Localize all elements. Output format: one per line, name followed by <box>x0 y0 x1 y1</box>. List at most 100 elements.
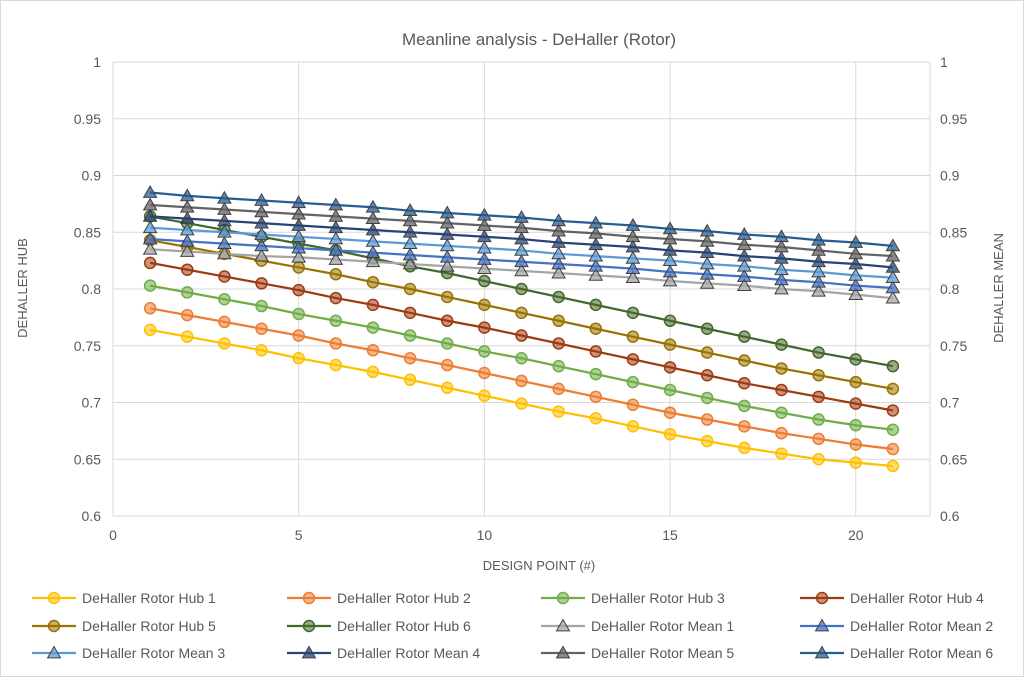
data-point <box>738 420 751 433</box>
legend-label: DeHaller Rotor Hub 1 <box>82 590 216 606</box>
legend-item[interactable]: DeHaller Rotor Mean 4 <box>287 645 480 661</box>
legend-marker <box>556 591 570 605</box>
data-point <box>552 405 565 418</box>
data-point <box>514 231 529 245</box>
legend-item[interactable]: DeHaller Rotor Mean 6 <box>800 645 993 661</box>
data-point <box>181 286 194 299</box>
data-point <box>738 330 751 343</box>
data-point <box>700 346 714 359</box>
data-point <box>515 282 528 296</box>
data-point <box>217 236 232 249</box>
data-point <box>775 406 788 419</box>
legend-marker <box>555 618 571 632</box>
y-tick-right-label: 0.95 <box>940 111 967 127</box>
data-point <box>439 215 455 229</box>
data-point <box>886 404 900 417</box>
data-point <box>142 241 158 255</box>
data-point <box>589 298 603 312</box>
data-point <box>365 222 381 236</box>
data-point <box>181 263 194 276</box>
data-point <box>663 361 677 374</box>
x-tick-label: 15 <box>662 527 678 543</box>
data-point <box>181 308 194 322</box>
data-point <box>403 373 417 387</box>
legend-item[interactable]: DeHaller Rotor Mean 3 <box>32 645 225 661</box>
legend-item[interactable]: DeHaller Rotor Mean 2 <box>800 618 993 634</box>
legend-item[interactable]: DeHaller Rotor Hub 3 <box>541 590 725 606</box>
legend-marker <box>814 645 830 659</box>
data-point <box>662 231 678 245</box>
y-tick-left-label: 1 <box>93 54 101 70</box>
data-point <box>515 306 528 320</box>
data-point <box>255 299 268 313</box>
data-point <box>662 253 678 266</box>
data-point <box>365 233 381 247</box>
data-point <box>217 213 232 227</box>
data-point <box>514 254 529 268</box>
data-point <box>439 238 455 252</box>
data-point <box>588 215 604 229</box>
data-point <box>551 256 566 270</box>
data-point <box>328 242 344 256</box>
data-point <box>625 217 641 231</box>
data-point <box>589 345 603 358</box>
data-point <box>699 233 715 247</box>
data-point <box>700 434 714 448</box>
legend-item[interactable]: DeHaller Rotor Mean 5 <box>541 645 734 661</box>
data-point <box>328 220 344 234</box>
data-point <box>811 283 826 297</box>
legend-item[interactable]: DeHaller Rotor Hub 1 <box>32 590 216 606</box>
data-point <box>179 244 195 257</box>
data-point <box>589 390 603 404</box>
y-tick-right-label: 0.85 <box>940 224 967 240</box>
data-point <box>329 291 343 305</box>
data-point <box>181 330 194 343</box>
y-axis-right-ticks: 0.6 0.65 0.7 0.75 0.8 0.85 0.9 0.95 1 <box>940 54 967 524</box>
legend-item[interactable]: DeHaller Rotor Hub 6 <box>287 618 471 634</box>
legend-item[interactable]: DeHaller Rotor Hub 5 <box>32 618 216 634</box>
data-point <box>849 353 862 366</box>
y-tick-left-label: 0.8 <box>82 281 102 297</box>
data-point <box>552 359 565 373</box>
data-point <box>328 208 344 222</box>
data-point <box>477 207 492 221</box>
legend-item[interactable]: DeHaller Rotor Hub 2 <box>287 590 471 606</box>
data-point <box>403 282 417 296</box>
data-point <box>626 398 640 412</box>
data-point <box>218 315 231 329</box>
data-point <box>626 353 640 366</box>
data-point <box>588 248 604 262</box>
data-point <box>179 222 195 236</box>
data-point <box>774 250 789 264</box>
data-point <box>329 267 343 281</box>
data-point <box>478 321 491 334</box>
data-point <box>811 274 826 288</box>
data-point <box>403 329 417 342</box>
data-point <box>440 314 454 328</box>
y-axis-right-label: DEHALLER MEAN <box>991 233 1006 343</box>
data-point <box>254 204 269 218</box>
data-point <box>143 302 157 315</box>
data-point <box>328 197 344 211</box>
data-point <box>477 240 492 254</box>
data-point <box>886 382 900 396</box>
data-point <box>291 217 307 231</box>
data-point <box>774 272 789 286</box>
legend-item[interactable]: DeHaller Rotor Hub 4 <box>800 590 984 606</box>
data-point <box>774 262 789 276</box>
data-point <box>848 278 864 291</box>
data-point <box>811 242 826 256</box>
legend-item[interactable]: DeHaller Rotor Mean 1 <box>541 618 734 634</box>
data-point <box>588 225 604 239</box>
data-point <box>514 209 529 223</box>
data-point <box>291 249 307 263</box>
data-point <box>812 369 825 382</box>
data-point <box>589 367 603 381</box>
data-point <box>699 223 715 237</box>
data-point <box>848 234 864 248</box>
y-tick-left-label: 0.7 <box>82 395 102 411</box>
data-point <box>402 213 418 227</box>
data-point <box>738 441 751 455</box>
data-point <box>329 337 343 350</box>
data-point <box>811 232 826 246</box>
